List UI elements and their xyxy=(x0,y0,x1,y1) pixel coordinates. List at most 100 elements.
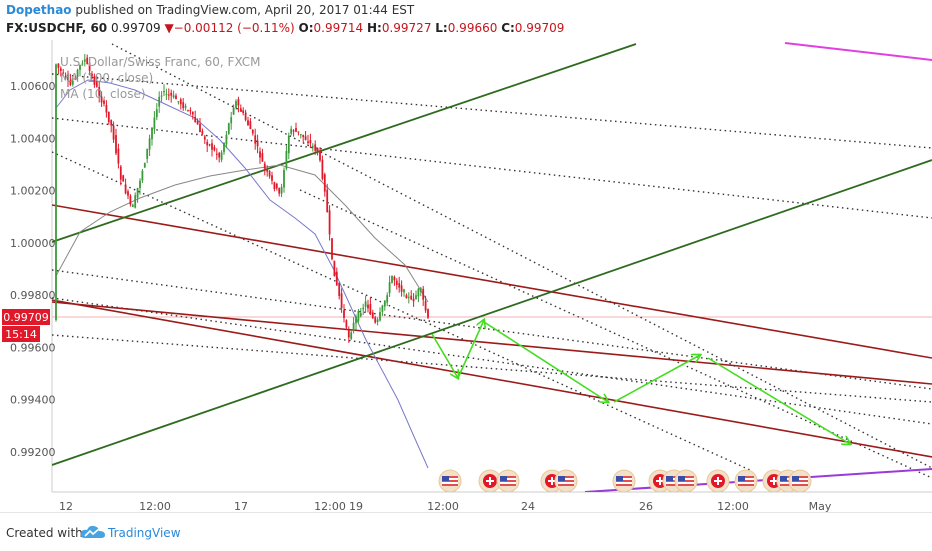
us-flag-stripe xyxy=(780,482,796,484)
candle-body xyxy=(263,163,266,169)
candle-body xyxy=(333,260,336,277)
candle-body xyxy=(62,72,65,74)
candle-body xyxy=(158,96,161,107)
candle-body xyxy=(71,80,74,85)
candle-body xyxy=(76,69,79,76)
us-flag-stripe xyxy=(442,478,458,480)
candle-body xyxy=(160,95,163,97)
forecast-arrow-1 xyxy=(431,333,458,378)
us-flag-icon xyxy=(500,476,516,486)
candle-body xyxy=(326,189,329,213)
candle-body xyxy=(191,111,194,115)
candle-body xyxy=(213,147,216,151)
forecast-arrow-3 xyxy=(483,321,608,402)
countdown-value: 15:14 xyxy=(5,328,37,341)
tradingview-brand-link[interactable]: TradingView xyxy=(108,526,181,540)
candle-body xyxy=(309,140,312,144)
candle-body xyxy=(91,74,93,76)
candle-body xyxy=(167,94,170,96)
candle-body xyxy=(249,121,252,130)
candle-body xyxy=(79,65,81,70)
green-trendlines xyxy=(52,43,932,466)
us-flag-stripe xyxy=(442,482,458,484)
candle-body xyxy=(357,311,360,321)
us-flag-icon xyxy=(738,476,754,486)
candle-body xyxy=(391,275,393,283)
candle-body xyxy=(103,100,105,104)
us-flag-icon xyxy=(780,476,796,486)
ma-10-label: MA (10, close) xyxy=(60,87,146,101)
candle-body xyxy=(139,180,141,189)
candle-body xyxy=(427,309,429,318)
price-chart[interactable]: 1.00600 1.00400 1.00200 1.00000 0.99800 0.996… xyxy=(0,40,932,512)
candle-body xyxy=(203,136,206,140)
footer: Created with TradingView xyxy=(0,512,932,551)
candle-body xyxy=(127,191,129,196)
candle-body xyxy=(355,316,357,324)
candle-body xyxy=(371,312,374,318)
candlesticks xyxy=(55,53,429,343)
candle-body xyxy=(105,104,108,113)
dotted-line-8 xyxy=(299,189,932,479)
ch-flag-cross xyxy=(548,480,556,482)
candle-body xyxy=(134,195,137,208)
candle-body xyxy=(239,108,242,112)
event-flags[interactable] xyxy=(438,469,812,492)
us-flag-canton xyxy=(792,476,799,481)
candle-body xyxy=(290,128,293,134)
candle-body xyxy=(64,76,67,78)
candle-body xyxy=(266,170,269,172)
forecast-arrows xyxy=(431,320,850,444)
candle-body xyxy=(88,62,91,71)
candle-body xyxy=(182,102,185,109)
candle-body xyxy=(112,125,115,140)
us-flag-stripe xyxy=(666,478,682,480)
candle-body xyxy=(283,169,285,188)
candle-body xyxy=(400,285,403,292)
candle-body xyxy=(196,121,199,125)
us-flag-icon xyxy=(616,476,632,486)
author-name[interactable]: Dopethao xyxy=(6,3,72,17)
candle-body xyxy=(117,148,120,164)
candle-body xyxy=(297,131,300,133)
candle-body xyxy=(155,109,158,118)
price-badge xyxy=(2,309,50,325)
candle-body xyxy=(285,150,288,169)
ma-100-label: MA (100, close) xyxy=(60,71,153,85)
candle-body xyxy=(359,313,362,317)
forecast-arrow-2 xyxy=(457,320,484,379)
candle-body xyxy=(367,304,369,309)
candle-body xyxy=(251,129,254,134)
low-label: L: xyxy=(435,21,448,35)
candle-body xyxy=(417,288,420,297)
plot-area[interactable] xyxy=(52,40,932,492)
candle-body xyxy=(335,271,338,286)
us-flag-stripe xyxy=(738,478,754,480)
us-flag-stripe xyxy=(500,482,516,484)
y-tick-label: 0.99800 xyxy=(10,289,56,302)
candle-body xyxy=(129,195,132,205)
publication-header: Dopethao published on TradingView.com, A… xyxy=(6,3,414,17)
candle-body xyxy=(220,152,223,160)
candle-body xyxy=(175,95,177,100)
candle-body xyxy=(172,95,175,98)
candle-body xyxy=(223,142,225,153)
us-flag-stripe xyxy=(616,482,632,484)
green-line-upper xyxy=(52,43,637,243)
x-tick-label: 17 xyxy=(234,500,248,512)
candle-body xyxy=(179,99,182,105)
candle-body xyxy=(110,119,113,126)
close-value: 0.99709 xyxy=(514,21,565,35)
candle-body xyxy=(403,289,405,293)
candle-body xyxy=(343,310,345,318)
candle-body xyxy=(424,301,427,311)
candle-body xyxy=(115,135,117,154)
candle-body xyxy=(93,76,96,85)
candle-body xyxy=(347,330,350,338)
close-label: C: xyxy=(501,21,515,35)
candle-body xyxy=(268,170,271,177)
us-flag-stripe xyxy=(616,478,632,480)
candle-body xyxy=(131,204,134,208)
us-flag-canton xyxy=(616,476,623,481)
candle-body xyxy=(410,295,413,300)
